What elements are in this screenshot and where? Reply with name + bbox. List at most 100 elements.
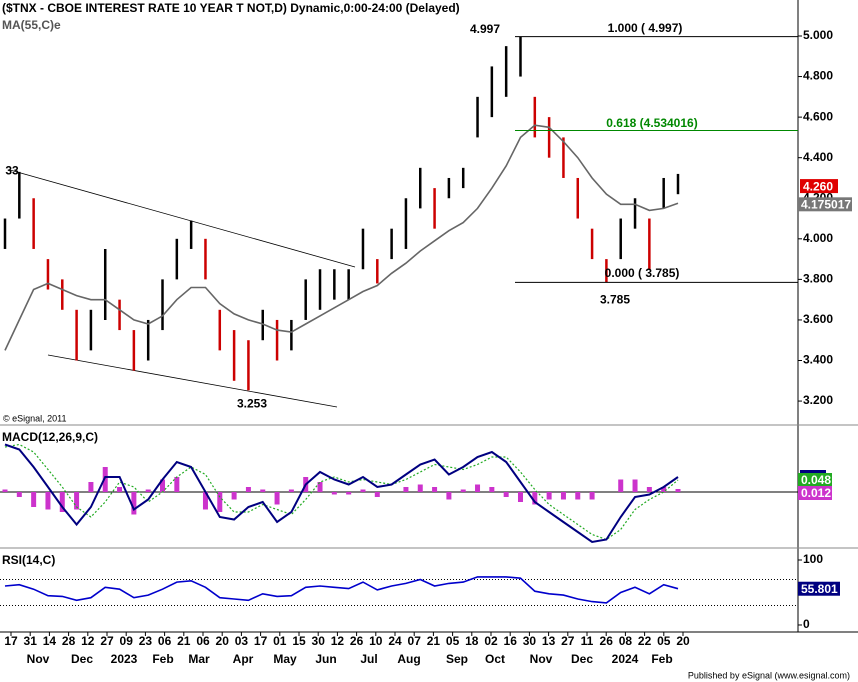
rsi-value-box (798, 581, 840, 596)
x-tick-label: 12 (331, 634, 345, 648)
month-label: Mar (188, 652, 210, 666)
y-tick-label: 4.800 (803, 69, 833, 83)
x-tick-label: 31 (24, 634, 38, 648)
x-tick-label: 20 (216, 634, 230, 648)
y-tick-label: 4.400 (803, 150, 833, 164)
histogram-bar (446, 492, 452, 500)
last-price: 4.260 (803, 179, 833, 193)
month-label: Apr (233, 652, 254, 666)
histogram-bar (360, 489, 366, 492)
rsi-title: RSI(14,C) (2, 553, 55, 567)
histogram-bar (346, 492, 352, 495)
histogram-bar (202, 492, 208, 510)
histogram-bar (546, 492, 552, 500)
x-tick-label: 22 (638, 634, 652, 648)
histogram-bar (675, 489, 681, 492)
x-tick-label: 07 (408, 634, 422, 648)
histogram-bar (160, 479, 166, 492)
month-label: Dec (71, 652, 93, 666)
fib-label: 0.000 ( 3.785) (605, 266, 680, 280)
histogram-bar (532, 492, 538, 505)
histogram-bar (288, 489, 294, 492)
histogram-bar (74, 492, 80, 510)
rsi-line (4, 576, 679, 604)
histogram-bar (632, 479, 638, 492)
month-label: 2024 (612, 652, 639, 666)
x-tick-label: 01 (273, 634, 287, 648)
histogram-bar (117, 487, 123, 492)
y-tick-label: 3.800 (803, 272, 833, 286)
month-label: May (273, 652, 297, 666)
y-tick-label: 4.600 (803, 109, 833, 123)
histogram-bar (618, 479, 624, 492)
histogram-value-box (798, 486, 832, 500)
x-tick-label: 16 (504, 634, 518, 648)
month-label: Aug (397, 652, 420, 666)
histogram-bar (145, 489, 151, 492)
histogram-bar (475, 484, 481, 492)
x-tick-label: 05 (446, 634, 460, 648)
x-tick-label: 10 (369, 634, 383, 648)
x-tick-label: 08 (619, 634, 633, 648)
histogram-bar (517, 492, 523, 502)
histogram-bar (231, 492, 237, 500)
last-price-box (800, 179, 838, 194)
moving-average (4, 124, 679, 351)
histogram-bar (174, 477, 180, 492)
month-label: Nov (530, 652, 553, 666)
x-tick-label: 03 (235, 634, 249, 648)
ma-legend: MA(55,C)e (2, 18, 61, 32)
x-tick-label: 06 (196, 634, 210, 648)
last-ma-box (798, 197, 852, 212)
fib-label: 0.618 (4.534016) (606, 116, 697, 130)
x-tick-label: 27 (100, 634, 114, 648)
histogram-bar (274, 492, 280, 505)
histogram-value: 0.012 (801, 486, 831, 500)
histogram-bar (646, 487, 652, 492)
histogram-bar (503, 492, 509, 497)
x-tick-label: 30 (523, 634, 537, 648)
rsi-value: 55.801 (801, 582, 838, 596)
x-tick-label: 24 (388, 634, 402, 648)
histogram-bar (260, 489, 266, 492)
x-tick-label: 21 (177, 634, 191, 648)
annotation: 4.997 (470, 22, 500, 36)
histogram-bar (374, 492, 380, 497)
histogram-bar (217, 492, 223, 512)
trend-line (47, 354, 338, 408)
y-tick-label: 5.000 (803, 28, 833, 42)
histogram-bar (45, 492, 51, 510)
histogram-bar (403, 487, 409, 492)
y-tick-label: 100 (803, 552, 823, 566)
month-label: Sep (446, 652, 468, 666)
signal-value-box (798, 473, 832, 487)
month-label: Dec (571, 652, 593, 666)
x-tick-label: 27 (561, 634, 575, 648)
signal-value: 0.048 (801, 473, 831, 487)
month-label: Oct (485, 652, 505, 666)
histogram-bar (489, 487, 495, 492)
trend-line (9, 169, 356, 268)
month-label: Jun (315, 652, 336, 666)
histogram-bar (331, 492, 337, 495)
x-tick-label: 21 (427, 634, 441, 648)
histogram-bar (2, 489, 8, 492)
histogram-bar (661, 487, 667, 492)
signal-line (4, 443, 679, 541)
x-tick-label: 02 (484, 634, 498, 648)
histogram-bar (88, 482, 94, 492)
macd-title: MACD(12,26,9,C) (2, 430, 98, 444)
month-label: 2023 (111, 652, 138, 666)
histogram-bar (16, 492, 22, 497)
chart-title: ($TNX - CBOE INTEREST RATE 10 YEAR T NOT… (2, 1, 460, 15)
x-tick-label: 26 (600, 634, 614, 648)
y-tick-label: 3.600 (803, 312, 833, 326)
last-ma: 4.175017 (801, 197, 851, 211)
x-tick-label: 06 (158, 634, 172, 648)
y-tick-label: 4.000 (803, 231, 833, 245)
histogram-bar (417, 484, 423, 492)
histogram-bar (575, 492, 581, 500)
x-tick-label: 05 (657, 634, 671, 648)
